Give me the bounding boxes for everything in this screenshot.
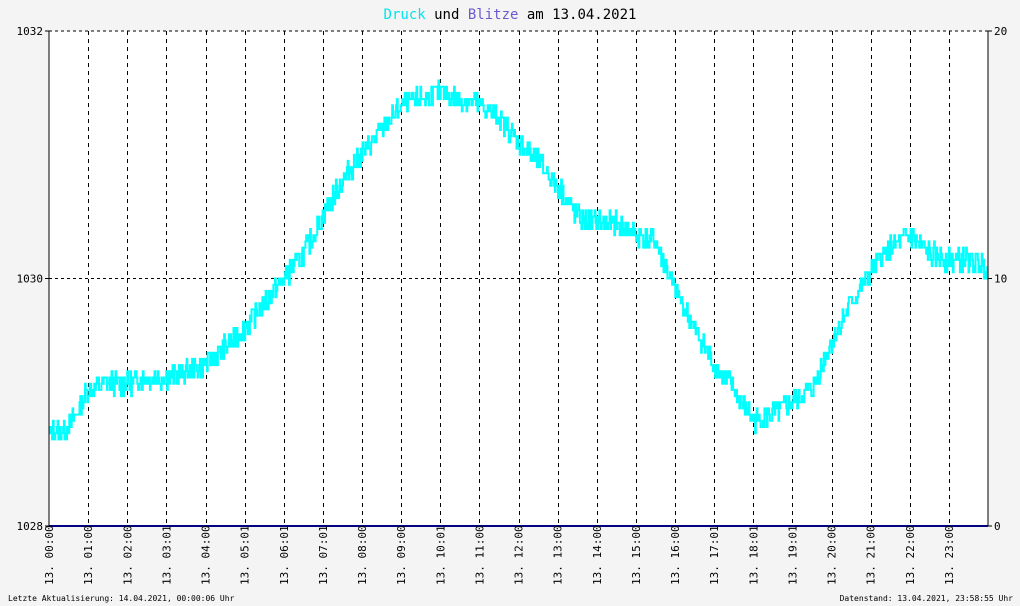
title-part: Blitze [468,7,519,23]
x-tick-label: 13. 06:01 [278,525,291,585]
title-part: und [426,7,468,23]
x-tick-label: 13. 12:00 [513,525,526,585]
grid [49,30,988,527]
pressure-series-line [48,79,989,441]
left-tick-label: 1030 [17,273,44,286]
x-tick-label: 13. 11:00 [473,525,486,585]
x-tick-label: 13. 09:00 [395,525,408,585]
x-tick-label: 13. 05:01 [239,525,252,585]
x-tick-label: 13. 07:01 [317,525,330,585]
x-tick-label: 13. 13:00 [552,525,565,585]
x-axis-labels: 13. 00:00 13. 01:00 13. 02:00 13. 03:01 13. … [43,525,956,585]
right-tick-label: 20 [994,25,1007,38]
x-tick-label: 13. 20:00 [826,525,839,585]
x-tick-label: 13. 04:00 [200,525,213,585]
x-tick-label: 13. 00:00 [43,525,56,585]
title-part: am 13.04.2021 [518,7,636,23]
x-tick-label: 13. 23:00 [943,525,956,585]
x-tick-label: 13. 03:01 [160,525,173,585]
right-tick-label: 0 [994,520,1001,533]
footer-last-update: Letzte Aktualisierung: 14.04.2021, 00:00… [8,594,235,603]
x-tick-label: 13. 08:00 [356,525,369,585]
axes: 1028 1030 1032 0 10 20 [17,25,1008,533]
x-tick-label: 13. 16:00 [669,525,682,585]
x-tick-label: 13. 22:00 [904,525,917,585]
x-tick-label: 13. 17:01 [708,525,721,585]
chart-title: Druck und Blitze am 13.04.2021 [384,7,637,23]
x-tick-label: 13. 19:01 [786,525,799,585]
x-tick-label: 13. 02:00 [121,525,134,585]
x-tick-label: 13. 01:00 [82,525,95,585]
x-tick-label: 13. 18:01 [747,525,760,585]
left-tick-label: 1028 [17,520,44,533]
x-tick-label: 13. 10:01 [434,525,447,585]
left-tick-label: 1032 [17,25,44,38]
title-part: Druck [384,7,427,23]
x-tick-label: 13. 21:00 [865,525,878,585]
x-tick-label: 13. 14:00 [591,525,604,585]
x-tick-label: 13. 15:00 [630,525,643,585]
footer-data-status: Datenstand: 13.04.2021, 23:58:55 Uhr [840,594,1014,603]
plot-area [48,79,989,527]
right-tick-label: 10 [994,273,1007,286]
